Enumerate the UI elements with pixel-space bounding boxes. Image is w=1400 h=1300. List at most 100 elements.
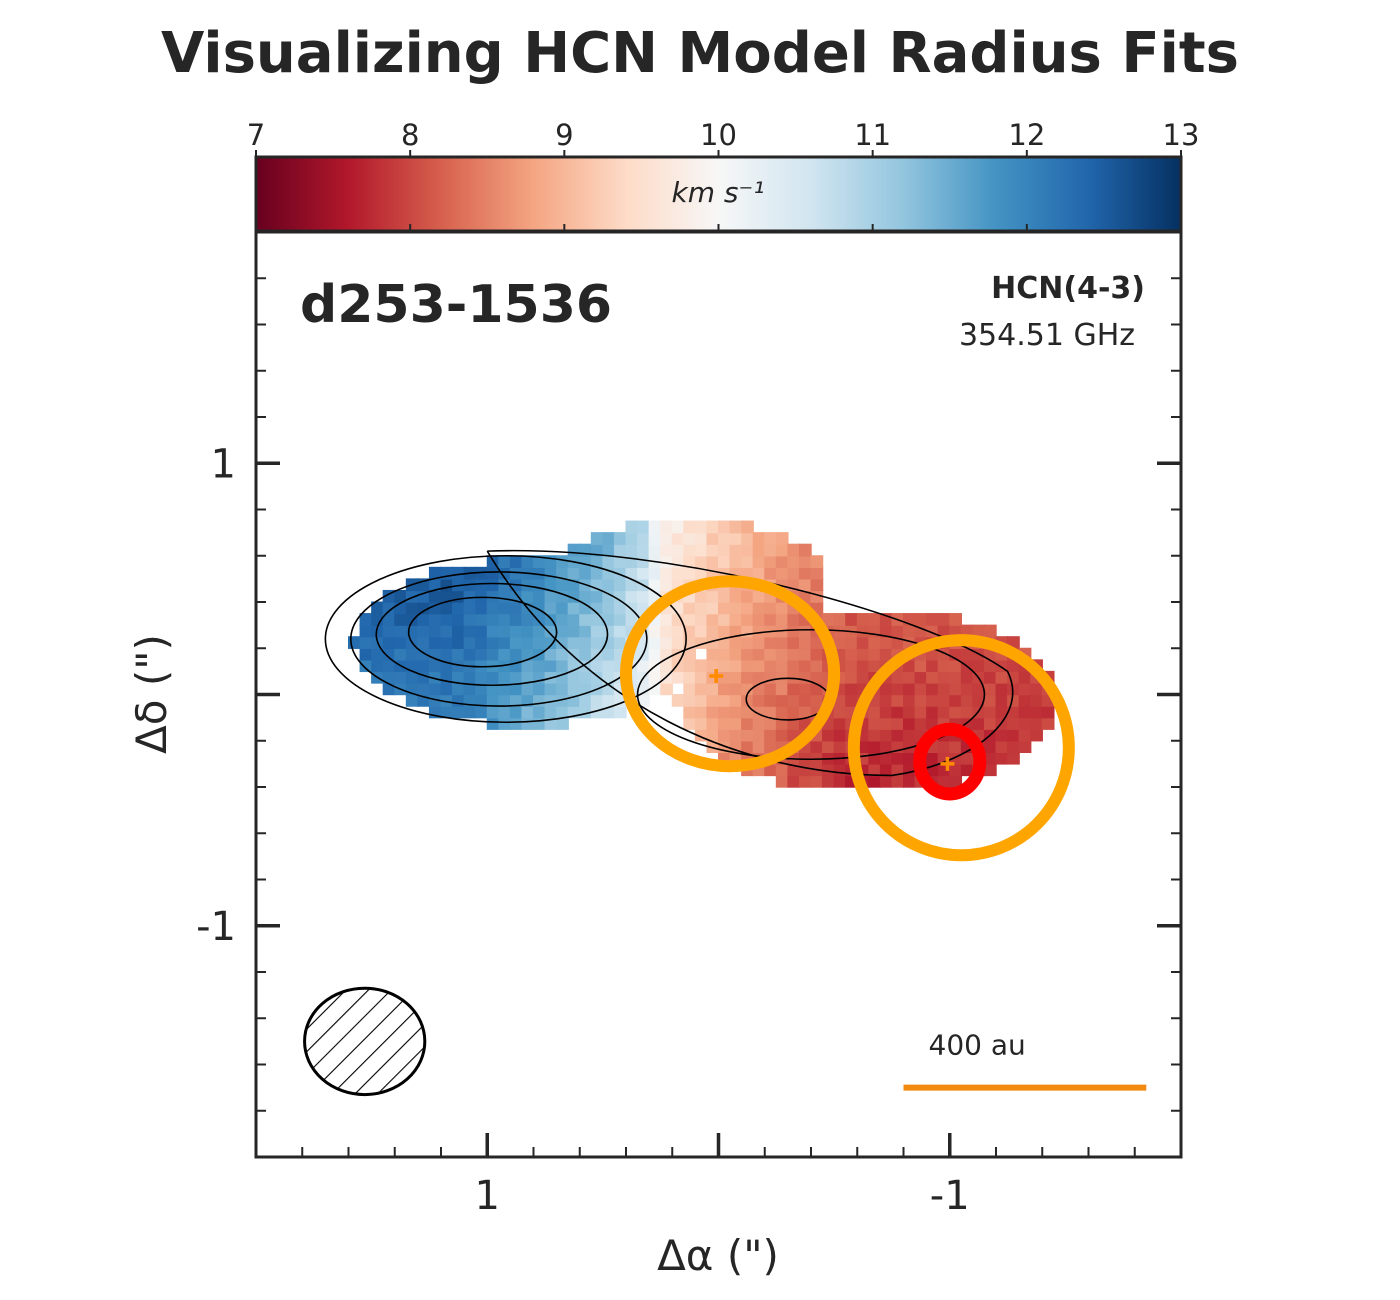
velocity-pixel <box>452 589 465 603</box>
velocity-pixel <box>544 601 558 615</box>
velocity-pixel <box>671 670 685 684</box>
velocity-pixel <box>729 543 743 557</box>
velocity-pixel <box>891 682 905 696</box>
velocity-pixel <box>879 774 893 788</box>
velocity-pixel <box>752 589 766 603</box>
velocity-pixel <box>764 717 778 730</box>
velocity-pixel <box>787 694 801 707</box>
velocity-pixel <box>533 589 546 603</box>
velocity-pixel <box>660 624 673 638</box>
velocity-pixel <box>706 601 720 615</box>
velocity-pixel <box>475 578 488 592</box>
velocity-pixel <box>440 601 454 615</box>
velocity-pixel <box>498 613 512 626</box>
velocity-pixel <box>833 717 847 730</box>
velocity-pixel <box>903 624 916 638</box>
velocity-pixel <box>637 682 650 696</box>
velocity-pixel <box>602 636 616 649</box>
velocity-pixel <box>371 613 384 626</box>
velocity-pixel <box>440 705 454 719</box>
velocity-pixel <box>810 636 824 649</box>
velocity-pixel <box>752 566 766 580</box>
velocity-pixel <box>509 682 523 696</box>
velocity-pixel <box>556 705 569 719</box>
velocity-pixel <box>949 763 963 777</box>
velocity-pixel <box>775 555 789 569</box>
velocity-pixel <box>590 589 604 603</box>
velocity-pixel <box>960 694 974 707</box>
velocity-pixel <box>567 647 581 661</box>
velocity-pixel <box>567 566 581 580</box>
velocity-pixel <box>556 659 569 673</box>
velocity-pixel <box>775 613 789 626</box>
velocity-pixel <box>729 532 743 545</box>
velocity-pixel <box>509 647 523 661</box>
velocity-pixel <box>879 682 893 696</box>
axis-ticks: 1 -1 1 -1 <box>196 277 1181 1219</box>
velocity-pixel <box>729 705 743 719</box>
velocity-pixel <box>625 613 639 626</box>
velocity-pixel <box>879 740 893 754</box>
velocity-pixel <box>845 670 858 684</box>
velocity-pixel <box>937 694 951 707</box>
velocity-pixel <box>752 659 766 673</box>
velocity-pixel <box>683 682 697 696</box>
velocity-pixel <box>544 647 558 661</box>
velocity-pixel <box>810 659 824 673</box>
velocity-pixel <box>579 647 593 661</box>
velocity-pixel <box>521 555 535 569</box>
velocity-pixel <box>798 694 812 707</box>
velocity-pixel <box>521 647 535 661</box>
velocity-pixel <box>903 659 916 673</box>
velocity-pixel <box>810 555 824 569</box>
velocity-pixel <box>452 601 465 615</box>
velocity-pixel <box>856 647 870 661</box>
velocity-pixel <box>972 624 986 638</box>
velocity-pixel <box>787 647 801 661</box>
velocity-pixel <box>856 670 870 684</box>
velocity-pixel <box>486 601 500 615</box>
colorbar-unit-label: km s⁻¹ <box>672 176 765 209</box>
velocity-pixel <box>787 624 801 638</box>
velocity-pixel <box>891 763 905 777</box>
velocity-pixel <box>741 670 754 684</box>
velocity-pixel <box>764 601 778 615</box>
velocity-pixel <box>718 589 731 603</box>
velocity-pixel <box>694 659 708 673</box>
velocity-pixel <box>810 670 824 684</box>
velocity-pixel <box>452 705 465 719</box>
velocity-pixel <box>775 532 789 545</box>
velocity-pixel <box>567 624 581 638</box>
velocity-pixel <box>914 613 928 626</box>
velocity-pixel <box>683 705 697 719</box>
velocity-pixel <box>810 647 824 661</box>
velocity-pixel <box>475 624 488 638</box>
velocity-pixel <box>613 543 627 557</box>
velocity-pixel <box>556 601 569 615</box>
velocity-pixel <box>718 601 731 615</box>
velocity-pixel <box>764 636 778 649</box>
velocity-pixel <box>405 647 419 661</box>
velocity-pixel <box>787 659 801 673</box>
velocity-pixel <box>613 624 627 638</box>
velocity-pixel <box>463 601 477 615</box>
velocity-pixel <box>637 555 650 569</box>
velocity-pixel <box>521 659 535 673</box>
velocity-pixel <box>937 682 951 696</box>
velocity-pixel <box>417 613 431 626</box>
velocity-pixel <box>983 694 997 707</box>
velocity-pixel <box>486 694 500 707</box>
velocity-pixel <box>463 636 477 649</box>
velocity-pixel <box>533 636 546 649</box>
velocity-pixel <box>556 717 569 730</box>
velocity-pixel <box>359 636 373 649</box>
velocity-pixel <box>706 717 720 730</box>
velocity-pixel <box>637 532 650 545</box>
velocity-pixel <box>798 555 812 569</box>
velocity-pixel <box>486 717 500 730</box>
velocity-pixel <box>394 613 408 626</box>
velocity-pixel <box>937 705 951 719</box>
velocity-pixel <box>810 566 824 580</box>
velocity-pixel <box>764 694 778 707</box>
velocity-pixel <box>1018 682 1032 696</box>
